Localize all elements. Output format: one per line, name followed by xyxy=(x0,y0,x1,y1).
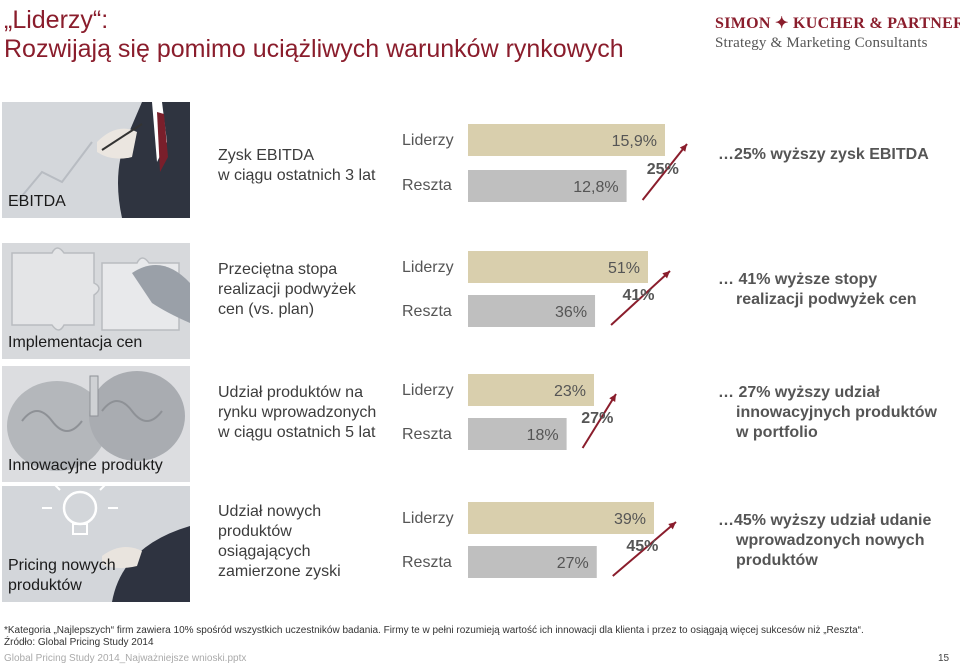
description-line: zamierzone zyski xyxy=(218,563,341,580)
footnote: *Kategoria „Najlepszych“ firm zawiera 10… xyxy=(4,625,864,636)
row-price-implementation: Implementacja cen Przeciętna stopa reali… xyxy=(0,243,960,359)
value-label-leaders: 39% xyxy=(614,511,646,528)
bar-chart: 15,9% 12,8% 25% xyxy=(468,102,718,218)
bar-chart-svg: 51% 36% 41% xyxy=(468,251,671,327)
description-line: realizacji podwyżek xyxy=(218,281,356,298)
source-note: Źródło: Global Pricing Study 2014 xyxy=(4,637,154,648)
value-label-rest: 36% xyxy=(555,304,587,321)
bar-rest xyxy=(468,546,597,578)
conclusion-line: …25% wyższy zysk EBITDA xyxy=(718,146,929,163)
conclusion-line: … 27% wyższy udział xyxy=(718,384,880,401)
metric-description: Zysk EBITDA w ciągu ostatnich 3 lat xyxy=(218,146,403,186)
difference-arrow-head xyxy=(668,522,676,530)
page-title: „Liderzy“: Rozwijają się pomimo uciążliw… xyxy=(4,6,704,64)
bar-leaders xyxy=(468,251,648,283)
value-label-rest: 18% xyxy=(527,427,559,444)
value-label-leaders: 51% xyxy=(608,260,640,277)
title-line-1: „Liderzy“: xyxy=(4,6,109,34)
bar-chart: 51% 36% 41% xyxy=(468,243,718,359)
description-line: produktów xyxy=(218,523,292,540)
bar-chart: 39% 27% 45% xyxy=(468,486,718,602)
description-line: w ciągu ostatnich 5 lat xyxy=(218,424,376,441)
bar-leaders xyxy=(468,124,665,156)
difference-label: 25% xyxy=(647,161,679,178)
row-ebitda: EBITDA Zysk EBITDA w ciągu ostatnich 3 l… xyxy=(0,102,960,218)
value-label-leaders: 23% xyxy=(554,383,586,400)
conclusion-line: w portfolio xyxy=(736,424,818,441)
description-line: osiągających xyxy=(218,543,311,560)
conclusion-line: realizacji podwyżek cen xyxy=(736,291,917,308)
conclusion: … 27% wyższy udział innowacyjnych produk… xyxy=(718,383,958,443)
label-rest: Reszta xyxy=(402,426,452,443)
label-leaders: Liderzy xyxy=(402,259,454,276)
value-label-rest: 27% xyxy=(557,555,589,572)
difference-arrow-head xyxy=(609,394,616,402)
difference-label: 45% xyxy=(626,538,658,555)
conclusion: … 41% wyższe stopy realizacji podwyżek c… xyxy=(718,270,958,310)
company-logo-tagline: Strategy & Marketing Consultants xyxy=(715,35,928,51)
label-leaders: Liderzy xyxy=(402,382,454,399)
lightbulb-drawing-image: Pricing nowych produktów xyxy=(2,486,190,602)
businessman-drawing-image: EBITDA xyxy=(2,102,190,218)
row-innovative-products: Innowacyjne produkty Udział produktów na… xyxy=(0,366,960,482)
value-label-rest: 12,8% xyxy=(573,179,618,196)
bar-rest xyxy=(468,295,596,327)
file-name: Global Pricing Study 2014_Najważniejsze … xyxy=(4,653,247,664)
image-label-line: produktów xyxy=(8,577,82,594)
description-line: Udział nowych xyxy=(218,503,322,520)
description-line: rynku wprowadzonych xyxy=(218,404,377,421)
label-leaders: Liderzy xyxy=(402,132,454,149)
difference-arrow xyxy=(610,270,671,326)
label-leaders: Liderzy xyxy=(402,510,454,527)
difference-arrow-head xyxy=(679,144,687,152)
image-label: Implementacja cen xyxy=(8,333,142,353)
bar-rest xyxy=(468,170,627,202)
description-line: Zysk EBITDA xyxy=(218,147,315,164)
label-rest: Reszta xyxy=(402,177,452,194)
description-line: cen (vs. plan) xyxy=(218,301,315,318)
metric-description: Przeciętna stopa realizacji podwyżek cen… xyxy=(218,260,403,320)
metric-description: Udział nowych produktów osiągających zam… xyxy=(218,502,403,582)
difference-label: 27% xyxy=(581,410,613,427)
conclusion: …45% wyższy udział udanie wprowadzonych … xyxy=(718,511,958,571)
conclusion-line: …45% wyższy udział udanie xyxy=(718,512,932,529)
label-rest: Reszta xyxy=(402,554,452,571)
conclusion-line: … 41% wyższe stopy xyxy=(718,271,878,288)
bar-chart: 23% 18% 27% xyxy=(468,366,718,482)
row-new-product-pricing: Pricing nowych produktów Udział nowych p… xyxy=(0,486,960,602)
image-label-line: Pricing nowych xyxy=(8,557,116,574)
title-line-2: Rozwijają się pomimo uciążliwych warunkó… xyxy=(4,35,624,63)
image-label-line: Implementacja cen xyxy=(8,334,143,351)
difference-arrow xyxy=(581,393,617,449)
image-label: Innowacyjne produkty xyxy=(8,456,163,476)
bar-rest xyxy=(468,418,567,450)
bar-chart-svg: 15,9% 12,8% 25% xyxy=(468,124,688,202)
description-line: Przeciętna stopa xyxy=(218,261,338,278)
difference-arrow xyxy=(641,143,688,201)
conclusion-line: wprowadzonych nowych xyxy=(736,532,925,549)
bar-chart-svg: 23% 18% 27% xyxy=(468,374,617,450)
walnuts-image: Innowacyjne produkty xyxy=(2,366,190,482)
label-rest: Reszta xyxy=(402,303,452,320)
bar-chart-svg: 39% 27% 45% xyxy=(468,502,677,578)
difference-arrow-head xyxy=(662,271,670,279)
conclusion-line: innowacyjnych produktów xyxy=(736,404,937,421)
value-label-leaders: 15,9% xyxy=(612,133,657,150)
metric-description: Udział produktów na rynku wprowadzonych … xyxy=(218,383,403,443)
conclusion: …25% wyższy zysk EBITDA xyxy=(718,145,958,165)
image-label: EBITDA xyxy=(8,192,66,212)
page-number: 15 xyxy=(938,653,950,664)
difference-label: 41% xyxy=(623,287,655,304)
difference-arrow xyxy=(612,521,677,577)
bar-leaders xyxy=(468,502,654,534)
image-label-line: Innowacyjne produkty xyxy=(8,457,163,474)
bar-leaders xyxy=(468,374,594,406)
conclusion-line: produktów xyxy=(736,552,818,569)
description-line: Udział produktów na xyxy=(218,384,363,401)
image-label-line: EBITDA xyxy=(8,193,66,210)
image-label: Pricing nowych produktów xyxy=(8,556,116,596)
company-logo-name: SIMON ✦ KUCHER & PARTNERS xyxy=(715,15,960,32)
description-line: w ciągu ostatnich 3 lat xyxy=(218,167,376,184)
puzzle-image: Implementacja cen xyxy=(2,243,190,359)
